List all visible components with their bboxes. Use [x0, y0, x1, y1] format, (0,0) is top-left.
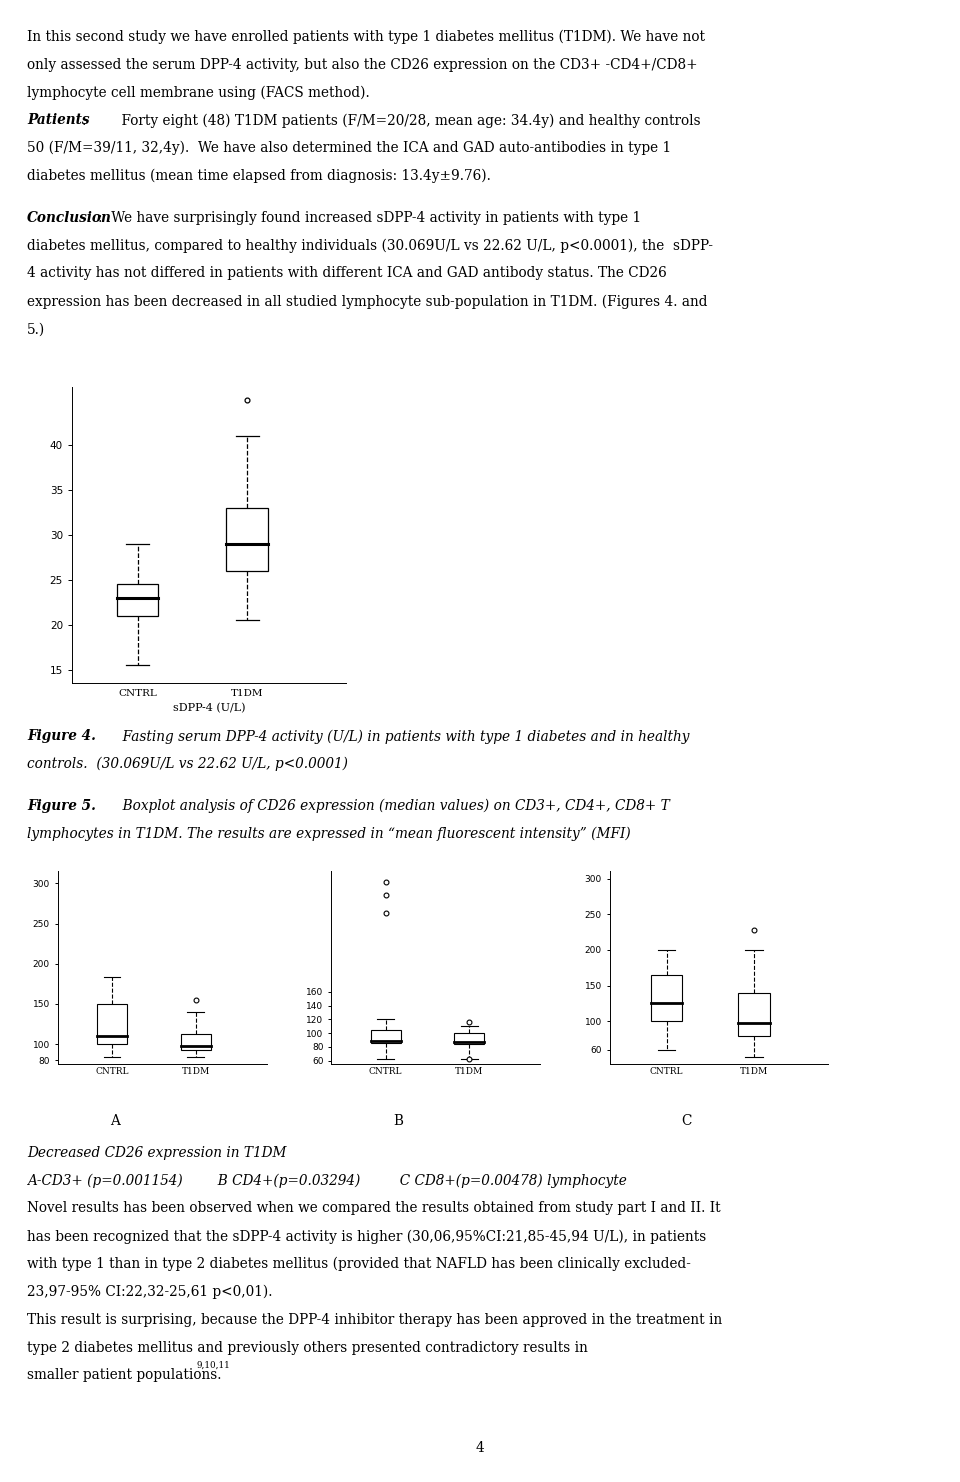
- Text: diabetes mellitus, compared to healthy individuals (30.069U/L vs 22.62 U/L, p<0.: diabetes mellitus, compared to healthy i…: [27, 239, 713, 253]
- Text: 4: 4: [475, 1442, 485, 1455]
- Bar: [117, 584, 158, 617]
- Text: This result is surprising, because the DPP-4 inhibitor therapy has been approved: This result is surprising, because the D…: [27, 1313, 722, 1326]
- Text: 4 activity has not differed in patients with different ICA and GAD antibody stat: 4 activity has not differed in patients …: [27, 267, 666, 280]
- Text: 50 (F/M=39/11, 32,4y).  We have also determined the ICA and GAD auto-antibodies : 50 (F/M=39/11, 32,4y). We have also dete…: [27, 141, 671, 156]
- Text: 23,97-95% CI:22,32-25,61 p<0,01).: 23,97-95% CI:22,32-25,61 p<0,01).: [27, 1285, 273, 1300]
- Text: has been recognized that the sDPP-4 activity is higher (30,06,95%CI:21,85-45,94 : has been recognized that the sDPP-4 acti…: [27, 1229, 707, 1243]
- Text: C: C: [682, 1114, 692, 1128]
- Text: :  We have surprisingly found increased sDPP-4 activity in patients with type 1: : We have surprisingly found increased s…: [98, 210, 641, 225]
- Text: expression has been decreased in all studied lymphocyte sub-population in T1DM. : expression has been decreased in all stu…: [27, 295, 708, 308]
- Text: 5.): 5.): [27, 322, 45, 336]
- Text: B: B: [394, 1114, 403, 1128]
- X-axis label: sDPP-4 (U/L): sDPP-4 (U/L): [173, 704, 245, 714]
- Bar: [371, 1030, 400, 1043]
- Text: Patients: Patients: [27, 113, 89, 127]
- Text: Boxplot analysis of CD26 expression (median values) on CD3+, CD4+, CD8+ T: Boxplot analysis of CD26 expression (med…: [92, 799, 670, 814]
- Text: Fasting serum DPP-4 activity (U/L) in patients with type 1 diabetes and in healt: Fasting serum DPP-4 activity (U/L) in pa…: [92, 729, 689, 744]
- Bar: [738, 993, 770, 1036]
- Bar: [180, 1034, 211, 1051]
- Text: A-CD3+ (p=0.001154)        B CD4+(p=0.03294)         C CD8+(p=0.00478) lymphocyt: A-CD3+ (p=0.001154) B CD4+(p=0.03294) C …: [27, 1174, 627, 1189]
- Text: Figure 4.: Figure 4.: [27, 729, 96, 742]
- Text: Conclusion: Conclusion: [27, 210, 111, 225]
- Text: Figure 5.: Figure 5.: [27, 799, 96, 812]
- Text: diabetes mellitus (mean time elapsed from diagnosis: 13.4y±9.76).: diabetes mellitus (mean time elapsed fro…: [27, 169, 491, 184]
- Text: 9,10,11: 9,10,11: [197, 1360, 230, 1369]
- Text: type 2 diabetes mellitus and previously others presented contradictory results i: type 2 diabetes mellitus and previously …: [27, 1341, 588, 1355]
- Text: controls.  (30.069U/L vs 22.62 U/L, p<0.0001): controls. (30.069U/L vs 22.62 U/L, p<0.0…: [27, 757, 348, 772]
- Bar: [454, 1033, 485, 1045]
- Text: lymphocytes in T1DM. The results are expressed in “mean fluorescent intensity” (: lymphocytes in T1DM. The results are exp…: [27, 827, 631, 842]
- Text: A: A: [110, 1114, 120, 1128]
- Text: smaller patient populations.: smaller patient populations.: [27, 1368, 222, 1383]
- Text: only assessed the serum DPP-4 activity, but also the CD26 expression on the CD3+: only assessed the serum DPP-4 activity, …: [27, 58, 698, 71]
- Bar: [651, 975, 683, 1021]
- Text: with type 1 than in type 2 diabetes mellitus (provided that NAFLD has been clini: with type 1 than in type 2 diabetes mell…: [27, 1257, 691, 1272]
- Text: :        Forty eight (48) T1DM patients (F/M=20/28, mean age: 34.4y) and healthy: : Forty eight (48) T1DM patients (F/M=20…: [82, 113, 700, 127]
- Text: lymphocyte cell membrane using (FACS method).: lymphocyte cell membrane using (FACS met…: [27, 86, 370, 99]
- Bar: [97, 1003, 127, 1043]
- Text: Novel results has been observed when we compared the results obtained from study: Novel results has been observed when we …: [27, 1202, 721, 1215]
- Text: Decreased CD26 expression in T1DM: Decreased CD26 expression in T1DM: [27, 1146, 286, 1159]
- Bar: [227, 508, 268, 571]
- Text: In this second study we have enrolled patients with type 1 diabetes mellitus (T1: In this second study we have enrolled pa…: [27, 30, 705, 44]
